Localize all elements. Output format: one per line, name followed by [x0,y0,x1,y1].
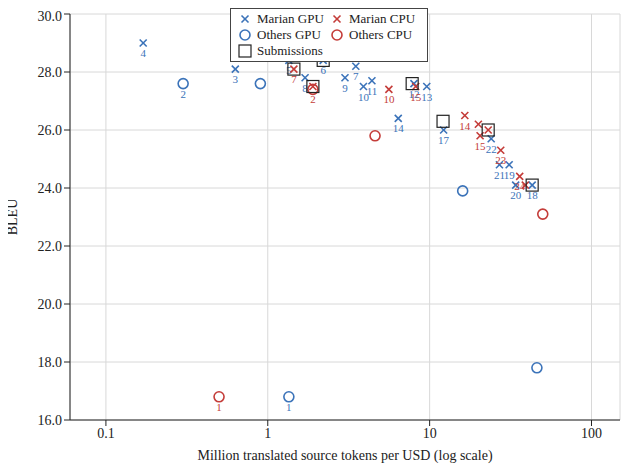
svg-text:1: 1 [216,401,222,413]
svg-text:20.0: 20.0 [38,297,63,312]
svg-text:19: 19 [504,169,516,181]
svg-text:11: 11 [367,85,378,97]
svg-text:3: 3 [233,73,239,85]
svg-text:2: 2 [310,93,316,105]
svg-text:100: 100 [581,426,602,441]
svg-text:16.0: 16.0 [38,413,63,428]
svg-text:2: 2 [180,88,186,100]
svg-text:1: 1 [286,401,292,413]
svg-text:14: 14 [393,122,405,134]
svg-text:10: 10 [383,93,395,105]
svg-text:7: 7 [353,70,359,82]
svg-text:Million translated source toke: Million translated source tokens per USD… [197,448,492,464]
svg-text:17: 17 [438,134,450,146]
svg-text:10: 10 [423,426,437,441]
svg-text:22: 22 [486,143,497,155]
svg-text:24.0: 24.0 [38,181,63,196]
svg-text:14: 14 [459,120,471,132]
svg-text:0.1: 0.1 [97,426,115,441]
svg-text:26.0: 26.0 [38,123,63,138]
svg-text:13: 13 [421,91,433,103]
svg-text:30.0: 30.0 [38,9,63,24]
svg-text:22.0: 22.0 [38,239,63,254]
svg-text:BLEU: BLEU [8,199,20,236]
svg-text:1: 1 [264,426,271,441]
svg-text:15: 15 [410,91,422,103]
svg-text:9: 9 [342,82,348,94]
svg-text:15: 15 [475,140,487,152]
svg-text:23: 23 [495,154,507,166]
svg-text:28.0: 28.0 [38,65,63,80]
svg-text:18.0: 18.0 [38,355,63,370]
svg-text:4: 4 [140,47,146,59]
